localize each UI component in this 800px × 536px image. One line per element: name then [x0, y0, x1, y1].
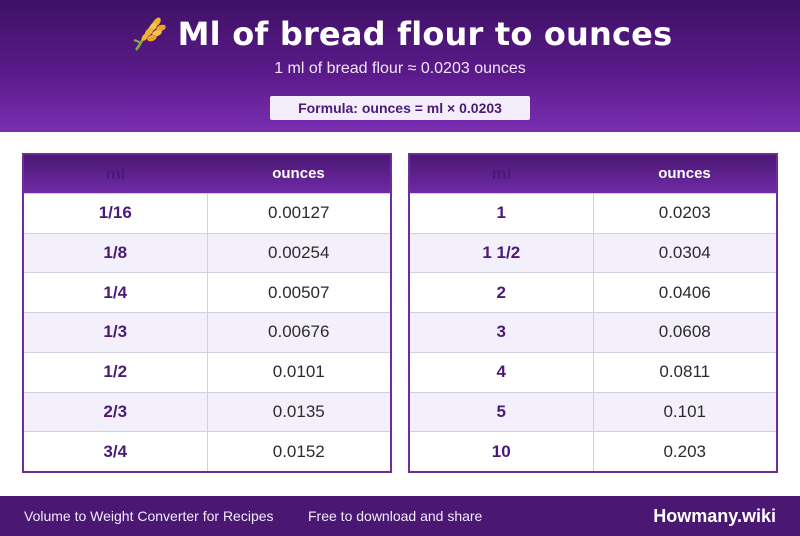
ounces-cell: 0.0304: [658, 242, 711, 262]
footer-converter-text: Volume to Weight Converter for Recipes: [24, 508, 274, 524]
ml-cell: 1/3: [24, 313, 208, 352]
column-header-ml: ml: [491, 163, 512, 183]
table-row: 2 0.0406: [410, 272, 776, 312]
table-row: 1 1/2 0.0304: [410, 232, 776, 273]
ml-cell: 4: [410, 352, 594, 392]
table-header: ml ounces: [24, 155, 390, 193]
ounces-cell: 0.203: [663, 441, 707, 461]
table-row: 3 0.0608: [410, 312, 776, 352]
conversion-table-right: ml ounces 1 0.0203 1 1/2 0.0304 2 0.0406…: [408, 153, 778, 473]
ml-cell: 1/2: [24, 352, 208, 392]
table-row: 1/16 0.00127: [24, 192, 390, 233]
conversion-subtitle: 1 ml of bread flour ≈ 0.0203 ounces: [274, 60, 526, 77]
ml-cell: 2/3: [24, 392, 208, 432]
table-row: 5 0.101: [410, 391, 776, 432]
table-row: 1/8 0.00254: [24, 232, 390, 273]
ounces-cell: 0.00507: [268, 282, 330, 302]
ounces-cell: 0.0608: [658, 322, 711, 342]
ounces-cell: 0.00254: [268, 242, 330, 262]
table-row: 1/4 0.00507: [24, 272, 390, 312]
ml-cell: 1: [410, 193, 594, 233]
table-row: 1/2 0.0101: [24, 351, 390, 392]
column-header-ounces: ounces: [272, 165, 325, 183]
ml-cell: 1 1/2: [410, 233, 594, 273]
page-title: Ml of bread flour to ounces: [177, 15, 673, 53]
table-row: 2/3 0.0135: [24, 391, 390, 432]
page-header: Ml of bread flour to ounces 1 ml of brea…: [0, 0, 800, 132]
ml-cell: 3/4: [24, 432, 208, 471]
ounces-cell: 0.101: [663, 401, 707, 421]
table-row: 1/3 0.00676: [24, 312, 390, 352]
page-footer: Volume to Weight Converter for Recipes F…: [0, 496, 800, 536]
brand-logo-text[interactable]: Howmany.wiki: [653, 506, 776, 526]
table-row: 1 0.0203: [410, 192, 776, 233]
table-row: 10 0.203: [410, 431, 776, 471]
column-header-ounces: ounces: [658, 165, 711, 183]
ml-cell: 1/8: [24, 233, 208, 273]
ml-cell: 2: [410, 273, 594, 312]
ounces-cell: 0.0203: [658, 203, 711, 223]
ounces-cell: 0.00127: [268, 203, 330, 223]
ounces-cell: 0.0135: [272, 401, 325, 421]
column-header-ml: ml: [105, 163, 126, 183]
rice-plant-icon: [128, 14, 168, 54]
ounces-cell: 0.00676: [268, 322, 330, 342]
formula-badge: Formula: ounces = ml × 0.0203: [270, 96, 530, 120]
ml-cell: 1/16: [24, 193, 208, 233]
table-row: 3/4 0.0152: [24, 431, 390, 471]
ounces-cell: 0.0406: [658, 282, 711, 302]
title-row: Ml of bread flour to ounces: [0, 12, 800, 56]
ml-cell: 10: [410, 432, 594, 471]
table-row: 4 0.0811: [410, 351, 776, 392]
ounces-cell: 0.0811: [659, 362, 711, 382]
ml-cell: 1/4: [24, 273, 208, 312]
ounces-cell: 0.0101: [272, 362, 325, 382]
footer-share-text: Free to download and share: [308, 508, 483, 524]
ml-cell: 3: [410, 313, 594, 352]
table-header: ml ounces: [410, 155, 776, 193]
ounces-cell: 0.0152: [272, 441, 325, 461]
conversion-table-left: ml ounces 1/16 0.00127 1/8 0.00254 1/4 0…: [22, 153, 392, 473]
ml-cell: 5: [410, 392, 594, 432]
